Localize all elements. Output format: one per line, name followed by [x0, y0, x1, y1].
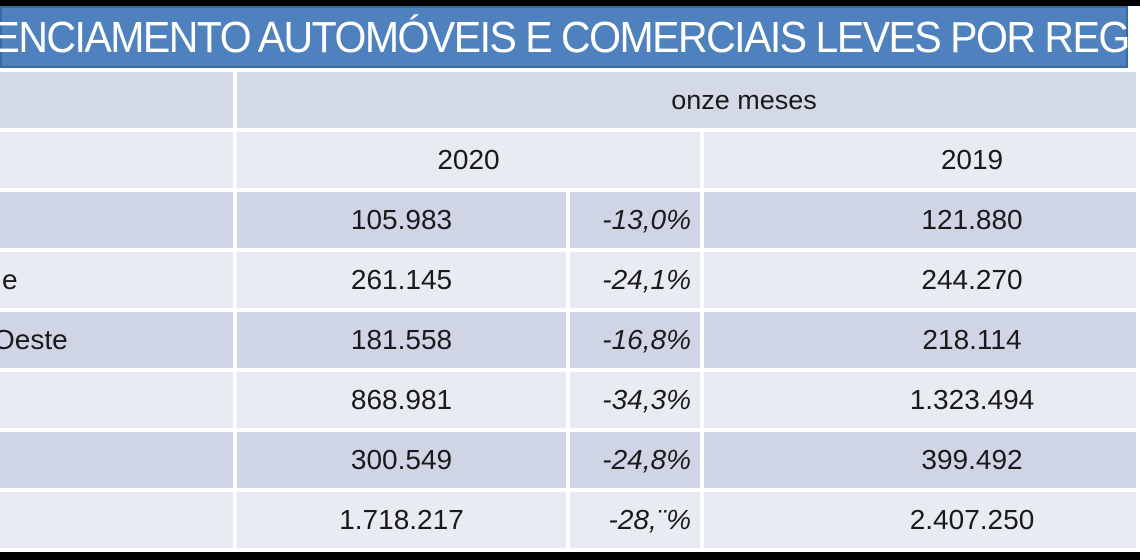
region-cell	[0, 372, 237, 432]
page-title: LICENCIAMENTO AUTOMÓVEIS E COMERCIAIS LE…	[0, 12, 1140, 61]
value-2020: 300.549	[350, 444, 453, 475]
year-2020-label: 2020	[437, 144, 500, 175]
value-2019-cell: 121.880	[704, 192, 1140, 252]
value-2019: 1.323.494	[909, 384, 1035, 415]
region-cell: e	[0, 252, 237, 312]
value-2019: 399.492	[921, 444, 1023, 475]
value-2020-cell: 300.549	[237, 432, 570, 492]
region-cell	[0, 492, 237, 552]
region-cell	[0, 432, 237, 492]
value-2019-cell: 2.407.250	[704, 492, 1140, 552]
header-region-cell	[0, 132, 237, 192]
pct-change-cell: -16,8%	[570, 312, 704, 372]
pct-change: -34,3%	[602, 384, 691, 415]
table-header-period-row: onze meses	[0, 72, 1140, 132]
region-cell: Oeste	[0, 312, 237, 372]
value-2019: 2.407.250	[909, 504, 1035, 535]
pct-change: -24,8%	[602, 444, 691, 475]
value-2020: 261.145	[350, 264, 453, 295]
bottom-frame-bar	[0, 552, 1140, 560]
table-row: e 261.145 -24,1% 244.270	[0, 252, 1140, 312]
table-row: 105.983 -13,0% 121.880	[0, 192, 1140, 252]
region-label: Oeste	[0, 324, 68, 355]
title-banner: LICENCIAMENTO AUTOMÓVEIS E COMERCIAIS LE…	[0, 6, 1140, 68]
region-label: e	[2, 264, 18, 295]
header-year-2020-cell: 2020	[237, 132, 704, 192]
licensing-table: onze meses 2020 2019 105.983 -13,0% 12	[0, 72, 1140, 552]
value-2019-cell: 399.492	[704, 432, 1140, 492]
value-2020-cell: 261.145	[237, 252, 570, 312]
pct-change-cell: -28,¨%	[570, 492, 704, 552]
value-2020-cell: 105.983	[237, 192, 570, 252]
value-2020-cell: 1.718.217	[237, 492, 570, 552]
top-frame-bar	[0, 0, 1140, 6]
value-2019-cell: 218.114	[704, 312, 1140, 372]
value-2020: 1.718.217	[339, 504, 464, 535]
pct-change-cell: -24,8%	[570, 432, 704, 492]
pct-change: -13,0%	[602, 204, 691, 235]
pct-change-cell: -24,1%	[570, 252, 704, 312]
value-2020: 105.983	[350, 204, 453, 235]
header-year-2019-cell: 2019	[704, 132, 1140, 192]
table-row: 300.549 -24,8% 399.492	[0, 432, 1140, 492]
pct-change-cell: -13,0%	[570, 192, 704, 252]
table-row: Oeste 181.558 -16,8% 218.114	[0, 312, 1140, 372]
value-2019-cell: 1.323.494	[704, 372, 1140, 432]
table-row-total: 1.718.217 -28,¨% 2.407.250	[0, 492, 1140, 552]
pct-change: -16,8%	[602, 324, 691, 355]
pct-change-cell: -34,3%	[570, 372, 704, 432]
table-row: 868.981 -34,3% 1.323.494	[0, 372, 1140, 432]
header-region-cell	[0, 72, 237, 132]
table-header-years-row: 2020 2019	[0, 132, 1140, 192]
value-2020: 868.981	[350, 384, 453, 415]
value-2020-cell: 181.558	[237, 312, 570, 372]
value-2019: 244.270	[921, 264, 1023, 295]
period-header-label: onze meses	[671, 84, 817, 115]
region-cell	[0, 192, 237, 252]
header-period-cell: onze meses	[237, 72, 1140, 132]
year-2019-label: 2019	[940, 144, 1004, 175]
value-2019: 218.114	[922, 324, 1022, 355]
pct-change: -24,1%	[602, 264, 691, 295]
value-2020: 181.558	[350, 324, 453, 355]
value-2019: 121.880	[921, 204, 1023, 235]
value-2019-cell: 244.270	[704, 252, 1140, 312]
value-2020-cell: 868.981	[237, 372, 570, 432]
pct-change: -28,¨%	[608, 504, 691, 535]
